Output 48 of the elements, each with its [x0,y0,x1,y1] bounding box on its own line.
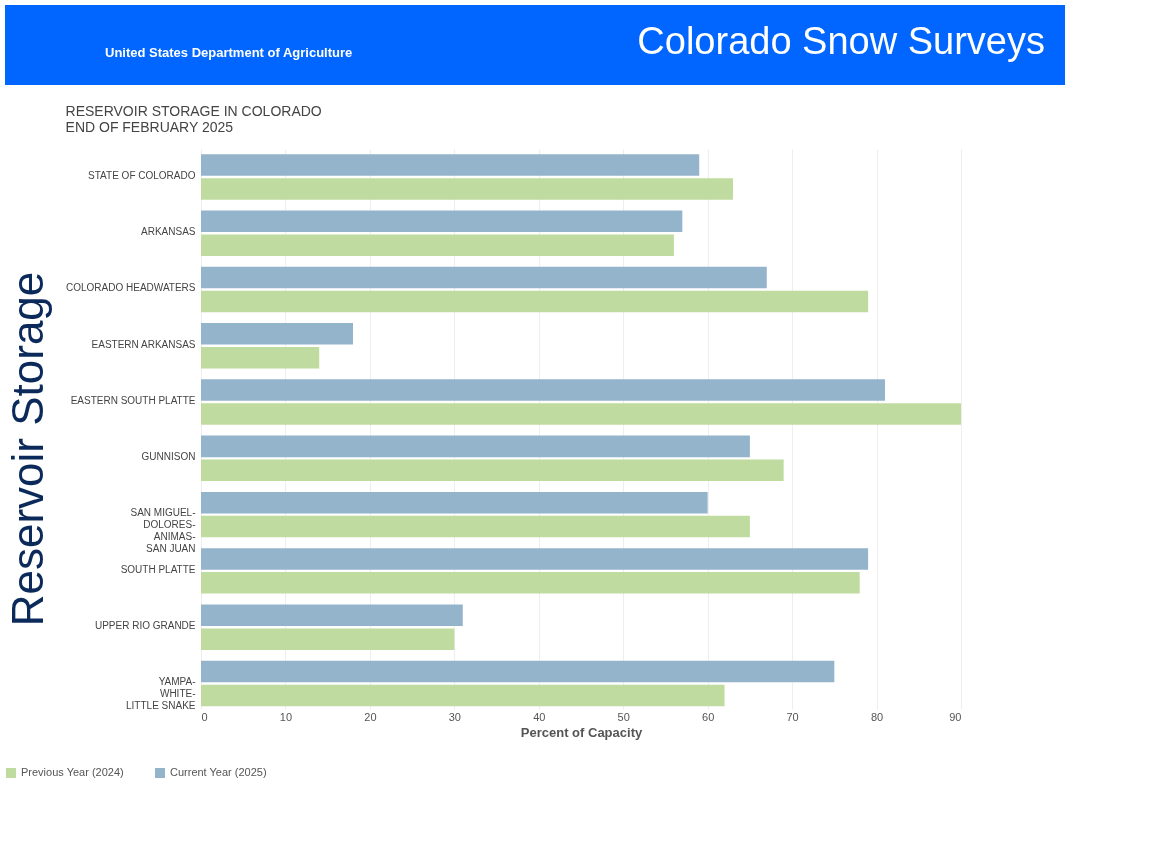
x-tick-label: 30 [448,710,461,723]
bar [201,459,784,482]
text: United States Department of Agriculture [105,45,353,60]
bar [201,628,455,650]
legend-label: Current Year (2025) [170,766,267,778]
y-tick-label: ARKANSAS [141,226,196,238]
x-tick-label: 50 [617,710,630,723]
bar [201,210,683,233]
bar [201,548,869,570]
y-tick-label: EASTERN SOUTH PLATTE [70,394,196,406]
y-tick-label: UPPER RIO GRANDE [94,619,196,631]
bar [201,234,674,256]
text: Colorado Snow Surveys [637,20,1045,62]
legend-label: Previous Year (2024) [21,766,124,778]
bar [201,266,767,289]
bar [201,403,961,425]
text: RESERVOIR STORAGE IN COLORADO [65,103,322,119]
y-tick-label: SOUTH PLATTE [120,563,196,575]
bar [201,346,320,369]
bar [201,435,750,458]
bar [201,178,733,200]
x-tick-label: 40 [533,710,546,723]
bar [201,572,860,594]
bar [201,323,353,345]
bar [201,660,835,683]
y-tick-label: EASTERN ARKANSAS [91,338,196,350]
bar [201,379,885,401]
bar [201,290,869,313]
bar [201,684,725,707]
x-tick-label: 90 [949,710,962,723]
y-tick-label: COLORADO HEADWATERS [66,282,196,294]
x-tick-label: 70 [786,710,799,723]
bar [201,515,750,538]
x-tick-label: 60 [702,710,715,723]
y-tick-label: YAMPA- WHITE- LITTLE SNAKE [126,676,196,712]
bar [201,154,700,176]
bar [201,491,708,514]
x-tick-label: 10 [279,710,293,723]
y-tick-label: SAN MIGUEL- DOLORES- ANIMAS- SAN JUAN [130,507,196,555]
bar [201,604,463,626]
x-tick-label: 80 [870,710,884,723]
x-tick-label: 20 [364,710,377,723]
y-tick-label: STATE OF COLORADO [88,169,196,181]
x-tick-label: 0 [201,710,208,723]
text: Reservoir Storage [3,271,52,627]
text: END OF FEBRUARY 2025 [65,119,234,135]
y-tick-label: GUNNISON [141,451,196,463]
x-axis-title: Percent of Capacity [520,724,643,740]
